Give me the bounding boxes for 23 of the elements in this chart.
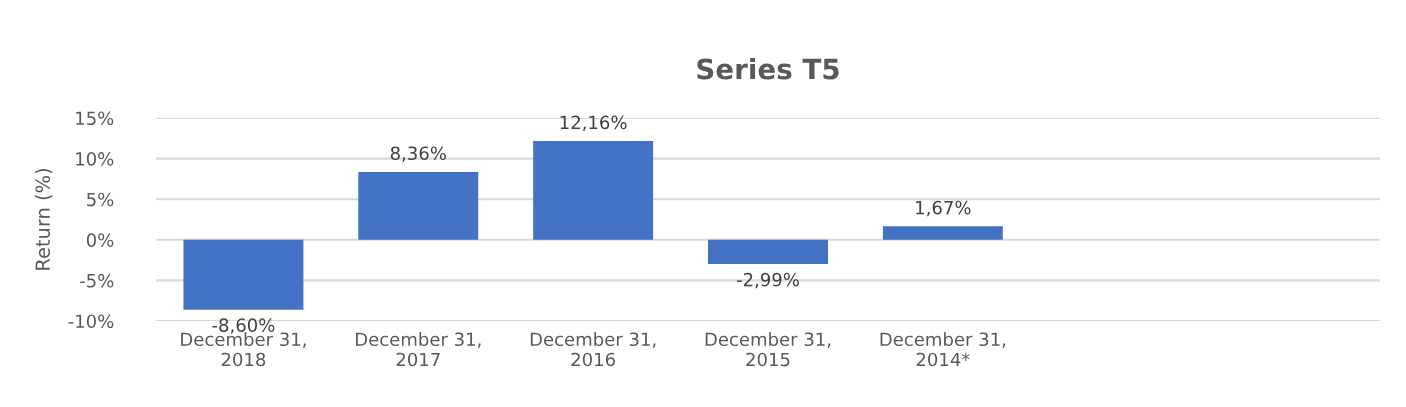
bar [183,239,304,310]
bar [708,239,828,265]
data-label: 8,36% [390,146,446,162]
data-label: -8,60% [212,318,275,334]
x-tick-label: December 31, 2017 [356,332,481,367]
y-tick-label: 15% [76,111,114,126]
y-tick-label: 0% [86,233,114,247]
y-tick-label: 10% [76,152,114,166]
data-label: 1,67% [916,200,971,217]
x-tick-label: December 31, 2018 [181,332,306,367]
y-tick-label: -5% [80,273,114,288]
y-tick-label: -10% [68,314,114,329]
chart-title: Series T5 [697,58,839,80]
data-label: 12,16% [560,115,627,132]
y-tick-label: 5% [87,192,114,207]
y-axis-title: Return (%) [35,168,53,270]
x-tick-label: December 31, 2014* [880,332,1006,367]
bar [533,141,654,240]
x-tick-label: December 31, 2015 [705,332,831,367]
x-tick-label: December 31, 2016 [530,332,656,367]
bar [882,226,1003,240]
data-label: -2,99% [736,272,799,289]
bar [358,171,479,240]
